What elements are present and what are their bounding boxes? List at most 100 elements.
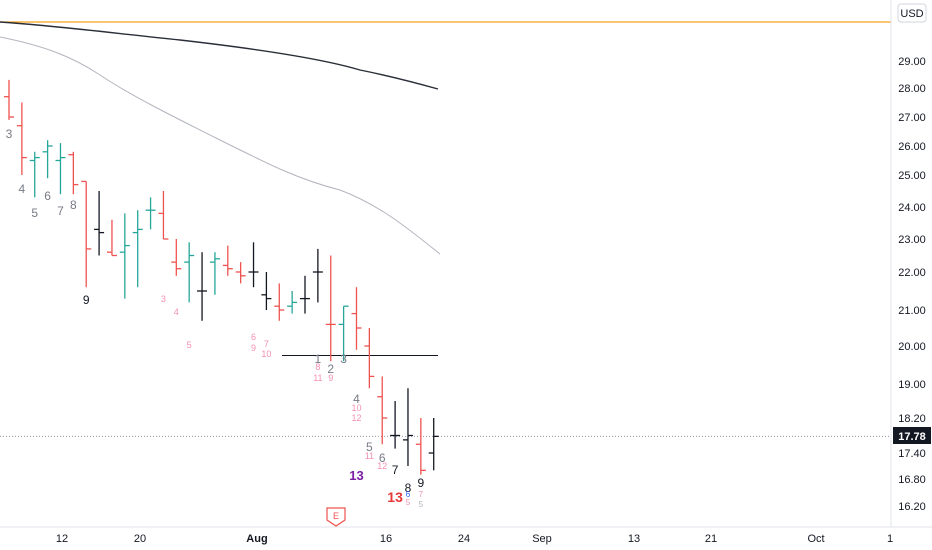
count-label: 6	[44, 189, 51, 203]
price-tick-label: 23.00	[898, 234, 926, 246]
date-tick-label: 12	[56, 533, 68, 545]
count-label: 10	[351, 403, 361, 413]
ohlc-bar[interactable]	[4, 79, 14, 120]
ohlc-bar[interactable]	[81, 180, 92, 288]
price-tick-label: 20.00	[898, 341, 926, 353]
ohlc-bar[interactable]	[158, 191, 169, 240]
count-label: 5	[419, 500, 424, 509]
count-label: 5	[366, 440, 373, 454]
count-label: 12	[377, 461, 387, 471]
count-label: 9	[83, 293, 90, 307]
ohlc-bar[interactable]	[145, 197, 156, 230]
count-label: 3	[340, 352, 347, 366]
date-tick-label: Aug	[246, 533, 267, 545]
price-axis[interactable]: 29.00 28.00 27.00 26.00 25.00 24.00 23.00 22.00…	[898, 56, 926, 513]
horizontal-levels	[0, 21, 891, 437]
ohlc-bar[interactable]	[248, 242, 259, 288]
ohlc-bar[interactable]	[235, 262, 246, 284]
count-label: 7	[419, 490, 424, 499]
last-price-value: 17.78	[898, 431, 926, 443]
ohlc-bar[interactable]	[55, 143, 66, 195]
ohlc-bar[interactable]	[209, 252, 220, 295]
ohlc-bar[interactable]	[287, 291, 298, 314]
ohlc-bar[interactable]	[16, 102, 27, 176]
currency-badge[interactable]: USD	[900, 8, 923, 20]
currency-badge-box[interactable]	[897, 3, 927, 23]
date-tick-label: 24	[458, 533, 470, 545]
ohlc-bar[interactable]	[338, 305, 349, 362]
count-label: 11	[365, 451, 374, 461]
price-tick-label: 22.00	[898, 267, 926, 279]
ohlc-bar[interactable]	[184, 242, 195, 303]
count-label: 11	[313, 373, 322, 383]
ohlc-bar[interactable]	[325, 255, 336, 362]
count-label: 13	[349, 468, 363, 483]
moving-average-long	[0, 21, 439, 90]
count-label: 12	[351, 413, 361, 423]
count-label: 8	[70, 198, 77, 212]
price-tick-label: 28.00	[898, 83, 926, 95]
count-label: 5	[187, 340, 192, 350]
date-tick-label: 16	[380, 533, 392, 545]
ohlc-bar[interactable]	[94, 191, 105, 256]
price-tick-label: 19.00	[898, 379, 926, 391]
moving-average-mid	[0, 36, 441, 255]
count-label: 7	[392, 463, 399, 477]
count-label: 4	[19, 182, 26, 196]
count-label: 4	[174, 307, 179, 317]
ohlc-bar[interactable]	[42, 140, 53, 179]
count-label: 6	[406, 490, 411, 499]
ohlc-bar[interactable]	[29, 151, 40, 198]
ohlc-bar[interactable]	[351, 287, 362, 350]
ohlc-bar[interactable]	[377, 376, 388, 445]
count-label: 9	[251, 343, 256, 353]
ohlc-bar[interactable]	[171, 239, 182, 276]
count-label: 7	[264, 339, 269, 349]
count-label: 2	[327, 362, 334, 376]
ohlc-bar[interactable]	[119, 213, 130, 299]
count-label: 8	[315, 362, 320, 372]
price-tick-label: 18.20	[898, 413, 926, 425]
price-tick-label: 27.00	[898, 112, 926, 124]
ohlc-bar[interactable]	[222, 245, 233, 276]
ohlc-bar[interactable]	[261, 272, 272, 310]
ohlc-bar[interactable]	[415, 418, 426, 475]
date-tick-label: 13	[628, 533, 640, 545]
ohlc-bar[interactable]	[197, 252, 208, 321]
count-label: 6	[251, 332, 256, 342]
price-tick-label: 26.00	[898, 141, 926, 153]
count-label: 5	[31, 206, 38, 220]
ohlc-bar[interactable]	[106, 219, 117, 257]
count-label: 9	[328, 373, 333, 383]
time-axis[interactable]: 12 20 Aug 16 24 Sep 13 21 Oct 1	[56, 533, 893, 545]
count-label: 13	[387, 489, 403, 505]
moving-averages	[0, 21, 441, 255]
ohlc-bar[interactable]	[132, 210, 143, 288]
earnings-marker-label: E	[333, 511, 339, 521]
ohlc-bar[interactable]	[402, 388, 413, 466]
ohlc-bar[interactable]	[312, 248, 323, 303]
ohlc-bar[interactable]	[390, 401, 401, 449]
price-tick-label: 29.00	[898, 56, 926, 68]
price-tick-label: 25.00	[898, 170, 926, 182]
count-label: 5	[406, 498, 411, 507]
earnings-marker-icon[interactable]	[326, 507, 346, 527]
date-tick-label: 21	[705, 533, 717, 545]
ohlc-bar[interactable]	[68, 151, 79, 195]
price-tick-label: 17.40	[898, 448, 926, 460]
price-tick-label: 16.20	[898, 501, 926, 513]
count-label: 10	[261, 349, 271, 359]
ohlc-bar[interactable]	[364, 328, 375, 389]
price-tick-label: 16.80	[898, 474, 926, 486]
ohlc-bar[interactable]	[300, 275, 311, 314]
price-tick-label: 21.00	[898, 305, 926, 317]
count-label: 1	[315, 352, 322, 366]
last-price-tag	[893, 427, 931, 444]
ohlc-bar[interactable]	[274, 283, 285, 321]
count-label: 3	[6, 127, 13, 141]
ohlc-bar[interactable]	[428, 418, 439, 471]
count-label: 8	[405, 481, 412, 495]
price-tick-label: 24.00	[898, 202, 926, 214]
